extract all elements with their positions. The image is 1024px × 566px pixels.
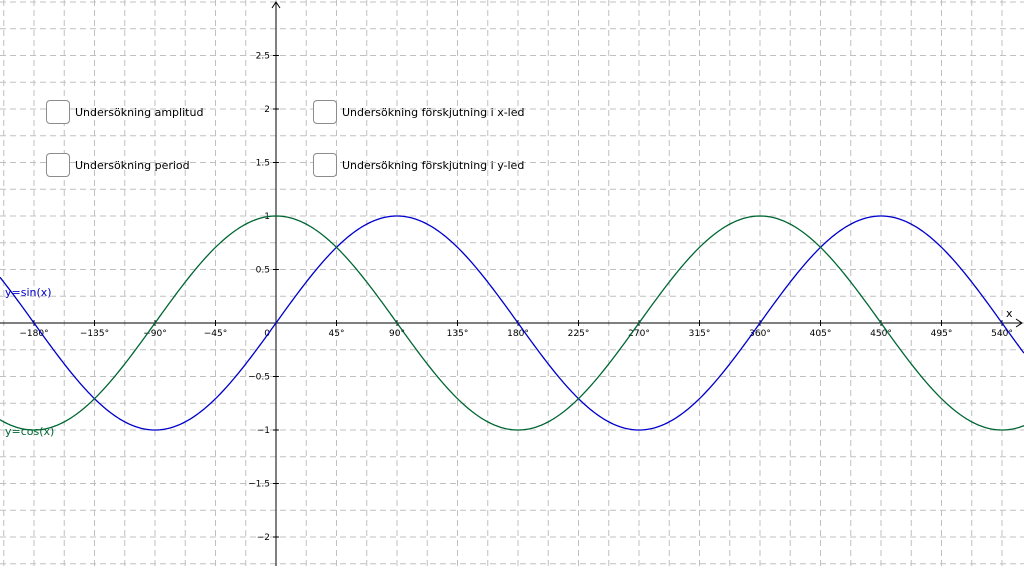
x-tick-label: 90° [389,329,405,339]
curves [0,215,1024,431]
series-label-sin: y=sin(x) [5,286,52,299]
y-tick-label: 2 [264,105,270,115]
tick-labels: −180° −135° −90° −45° 0 45° 90° 135° 180° 225° 270… [19,52,1012,544]
series-line-cos [0,215,1024,431]
x-tick-label: 540° [991,329,1013,339]
x-tick-label: 45° [329,329,345,339]
checkbox-label: Undersökning period [75,158,190,172]
x-tick-label: −90° [143,329,167,339]
checkbox-box[interactable] [46,153,70,177]
checkbox-period[interactable]: Undersökning period [46,153,190,177]
checkbox-x-shift[interactable]: Undersökning förskjutning i x-led [313,100,525,124]
y-tick-label: −0.5 [248,373,270,383]
y-tick-label: −1.5 [248,480,270,490]
x-tick-label: −45° [204,329,228,339]
x-tick-label: 225° [568,329,590,339]
checkbox-y-shift[interactable]: Undersökning förskjutning i y-led [313,153,524,177]
checkbox-box[interactable] [313,153,337,177]
y-axis-arrow-icon [271,1,281,9]
y-tick-label: −1 [257,426,270,436]
checkbox-box[interactable] [313,100,337,124]
x-tick-label: 315° [689,329,711,339]
checkbox-label: Undersökning förskjutning i x-led [342,105,525,119]
checkbox-amplitud[interactable]: Undersökning amplitud [46,100,203,124]
checkbox-label: Undersökning amplitud [75,105,204,119]
checkbox-label: Undersökning förskjutning i y-led [342,158,525,172]
x-tick-label: 180° [507,329,529,339]
y-tick-label: 2.5 [256,52,270,62]
series-line-sin [0,215,1024,431]
x-tick-label: 360° [749,329,771,339]
y-tick-label: −2 [257,533,270,543]
series-label-cos: y=cos(x) [5,425,54,438]
x-tick-label: 135° [447,329,469,339]
x-tick-label: 495° [931,329,953,339]
x-tick-label: 450° [870,329,892,339]
checkbox-box[interactable] [46,100,70,124]
y-tick-label: 1.5 [256,159,270,169]
x-tick-label: −180° [19,329,48,339]
x-tick-label: 405° [810,329,832,339]
x-tick-label: 270° [628,329,650,339]
x-axis-arrow-icon [1015,318,1023,328]
x-axis-label: x [1006,307,1013,320]
x-tick-label: −135° [80,329,109,339]
y-tick-label: 0.5 [256,266,270,276]
curve-labels: y=sin(x) y=cos(x) [5,286,54,438]
